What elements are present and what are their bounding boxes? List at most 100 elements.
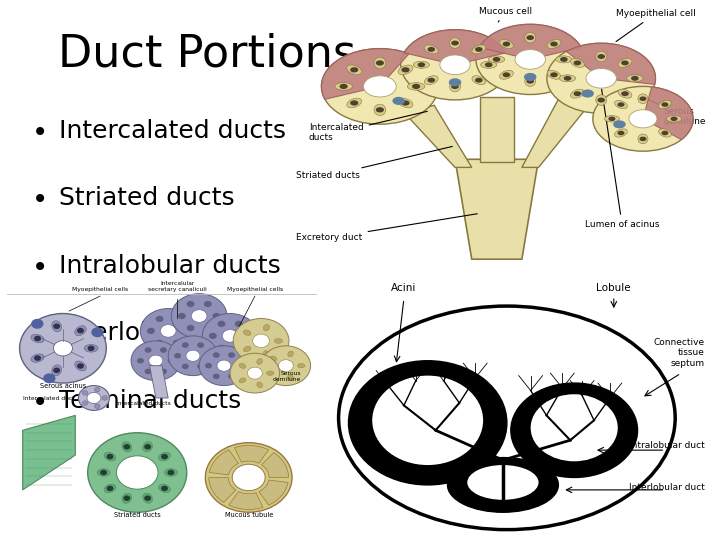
Circle shape bbox=[402, 100, 410, 106]
Ellipse shape bbox=[297, 363, 305, 368]
Ellipse shape bbox=[97, 469, 110, 476]
Circle shape bbox=[350, 67, 359, 72]
Circle shape bbox=[82, 390, 88, 395]
Circle shape bbox=[182, 363, 189, 369]
Ellipse shape bbox=[31, 354, 44, 362]
Circle shape bbox=[550, 72, 558, 77]
Ellipse shape bbox=[243, 346, 251, 352]
Circle shape bbox=[53, 341, 73, 356]
Text: Lumen of acinus: Lumen of acinus bbox=[585, 89, 660, 229]
Circle shape bbox=[131, 341, 181, 381]
Circle shape bbox=[217, 321, 225, 327]
Circle shape bbox=[243, 333, 251, 339]
Circle shape bbox=[451, 84, 459, 89]
Ellipse shape bbox=[374, 57, 386, 69]
Ellipse shape bbox=[257, 359, 263, 364]
Ellipse shape bbox=[424, 76, 438, 85]
Ellipse shape bbox=[615, 129, 627, 137]
Text: Myoepithelial cells: Myoepithelial cells bbox=[72, 287, 128, 292]
Ellipse shape bbox=[243, 330, 251, 335]
Circle shape bbox=[670, 117, 678, 121]
Text: Excretory duct: Excretory duct bbox=[297, 214, 477, 242]
Circle shape bbox=[402, 67, 410, 72]
Circle shape bbox=[248, 367, 262, 379]
Circle shape bbox=[53, 368, 60, 373]
Wedge shape bbox=[229, 491, 263, 509]
Circle shape bbox=[204, 301, 212, 307]
Polygon shape bbox=[522, 97, 589, 167]
Ellipse shape bbox=[288, 375, 294, 380]
Circle shape bbox=[205, 363, 212, 368]
Text: •: • bbox=[32, 119, 48, 147]
Circle shape bbox=[161, 485, 168, 491]
Polygon shape bbox=[23, 415, 76, 490]
Text: Striated ducts: Striated ducts bbox=[114, 512, 161, 518]
Circle shape bbox=[526, 35, 534, 40]
Wedge shape bbox=[235, 446, 269, 463]
Circle shape bbox=[662, 102, 668, 107]
Circle shape bbox=[147, 328, 155, 334]
Circle shape bbox=[253, 334, 269, 348]
Ellipse shape bbox=[347, 98, 361, 108]
Circle shape bbox=[197, 363, 204, 369]
Ellipse shape bbox=[274, 339, 282, 343]
Circle shape bbox=[31, 319, 43, 329]
Circle shape bbox=[34, 355, 41, 361]
Circle shape bbox=[560, 57, 567, 62]
Circle shape bbox=[202, 314, 258, 358]
Circle shape bbox=[581, 90, 594, 98]
Circle shape bbox=[228, 352, 235, 358]
Ellipse shape bbox=[257, 382, 263, 388]
Circle shape bbox=[364, 76, 396, 97]
Ellipse shape bbox=[659, 100, 671, 109]
Circle shape bbox=[182, 342, 189, 348]
Ellipse shape bbox=[143, 493, 153, 503]
Circle shape bbox=[145, 347, 152, 353]
Circle shape bbox=[94, 388, 100, 392]
Ellipse shape bbox=[449, 38, 461, 48]
Text: Connective
tissue
septum: Connective tissue septum bbox=[654, 338, 705, 368]
Ellipse shape bbox=[398, 65, 413, 75]
Circle shape bbox=[639, 97, 647, 101]
Circle shape bbox=[168, 336, 217, 376]
Circle shape bbox=[161, 325, 176, 337]
Circle shape bbox=[412, 84, 420, 89]
Wedge shape bbox=[643, 87, 693, 140]
Ellipse shape bbox=[449, 82, 461, 92]
Circle shape bbox=[564, 76, 572, 81]
Ellipse shape bbox=[84, 345, 98, 352]
Circle shape bbox=[156, 340, 163, 346]
Text: •: • bbox=[32, 321, 48, 349]
Ellipse shape bbox=[638, 134, 648, 144]
Circle shape bbox=[574, 91, 581, 96]
Ellipse shape bbox=[348, 361, 507, 485]
Polygon shape bbox=[405, 105, 472, 167]
Circle shape bbox=[209, 333, 217, 339]
Circle shape bbox=[475, 78, 482, 83]
Text: Interlobular duct: Interlobular duct bbox=[629, 483, 705, 492]
Ellipse shape bbox=[266, 371, 274, 375]
Ellipse shape bbox=[270, 370, 276, 375]
Text: Intralobular duct: Intralobular duct bbox=[629, 441, 705, 450]
Circle shape bbox=[621, 91, 629, 96]
Circle shape bbox=[197, 342, 204, 348]
Text: Lobule: Lobule bbox=[596, 283, 631, 293]
Ellipse shape bbox=[335, 83, 352, 90]
Circle shape bbox=[156, 316, 163, 322]
Ellipse shape bbox=[480, 61, 497, 68]
Wedge shape bbox=[261, 453, 289, 477]
Ellipse shape bbox=[75, 326, 86, 335]
Circle shape bbox=[401, 30, 509, 100]
Circle shape bbox=[171, 294, 227, 339]
Ellipse shape bbox=[122, 493, 132, 503]
Circle shape bbox=[485, 62, 492, 68]
Circle shape bbox=[598, 98, 605, 103]
Circle shape bbox=[140, 308, 196, 353]
Circle shape bbox=[261, 346, 310, 386]
Circle shape bbox=[88, 346, 94, 351]
Circle shape bbox=[524, 73, 536, 81]
Circle shape bbox=[173, 316, 181, 322]
Circle shape bbox=[137, 358, 144, 363]
Circle shape bbox=[160, 347, 167, 353]
Ellipse shape bbox=[570, 89, 585, 98]
